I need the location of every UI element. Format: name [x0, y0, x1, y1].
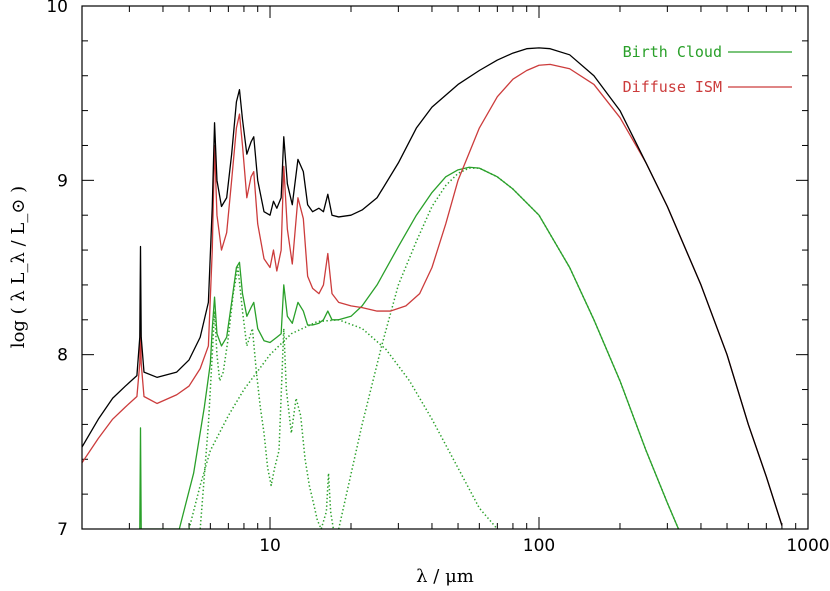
plot-frame: [81, 5, 809, 530]
series-layer: [82, 47, 783, 529]
x-axis-label: λ / μm: [416, 566, 474, 587]
y-tick-label: 10: [46, 0, 68, 17]
x-tick-label: 1000: [786, 536, 829, 556]
tick-labels: 10 100 1000 7 8 9 10: [46, 0, 829, 556]
series-line-birth-cloud-pah: [199, 266, 335, 529]
axis-ticks: [81, 5, 809, 530]
x-tick-label: 100: [523, 536, 555, 556]
x-tick-label: 10: [259, 536, 281, 556]
y-tick-label: 8: [57, 346, 68, 366]
y-tick-label: 7: [57, 520, 68, 540]
series-line-birth-cloud-cold: [337, 167, 680, 529]
series-line-birth-cloud-warm: [188, 319, 498, 529]
legend-label: Birth Cloud: [623, 43, 722, 61]
y-tick-label: 9: [57, 171, 68, 191]
y-axis-label: log ( λ L_λ / L_⊙ ): [8, 186, 29, 348]
series-line-birth-cloud: [139, 166, 680, 529]
series-line-diffuse-ism: [82, 63, 783, 526]
legend-label: Diffuse ISM: [623, 78, 722, 96]
series-line-total: [82, 47, 783, 526]
legend: Birth Cloud Diffuse ISM: [623, 43, 792, 96]
